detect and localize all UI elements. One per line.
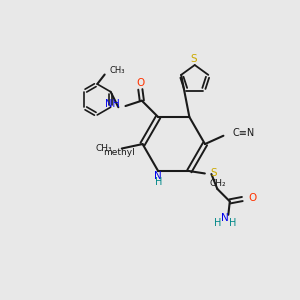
Text: O: O (248, 194, 256, 203)
Text: N: N (221, 213, 229, 223)
Text: H: H (229, 218, 236, 228)
Text: CH₂: CH₂ (209, 179, 226, 188)
Text: S: S (190, 54, 197, 64)
Text: NH: NH (105, 99, 120, 109)
Text: N: N (154, 171, 162, 182)
Text: C≡N: C≡N (233, 128, 255, 138)
Text: S: S (210, 169, 217, 178)
Text: methyl: methyl (103, 148, 135, 157)
Text: O: O (136, 78, 145, 88)
Text: H: H (155, 177, 163, 188)
Text: H: H (214, 218, 222, 228)
Text: CH₃: CH₃ (109, 66, 124, 75)
Text: CH₃: CH₃ (96, 144, 112, 153)
